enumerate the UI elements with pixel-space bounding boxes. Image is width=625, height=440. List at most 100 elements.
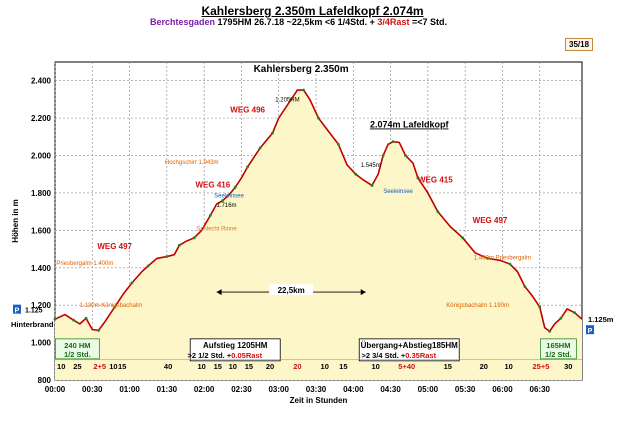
profile-point [391, 140, 395, 144]
profile-point [381, 154, 385, 157]
x-tick-label: 04:00 [343, 385, 364, 394]
x-tick-label: 03:30 [306, 385, 327, 394]
profile-point [523, 285, 527, 288]
profile-point [538, 305, 542, 309]
segment-time: 20 [480, 362, 488, 371]
route-label: 1.716m [217, 203, 237, 209]
chart-title-block: Kahlersberg 2.350m Lafeldkopf 2.074m [0, 2, 625, 20]
profile-point [370, 184, 374, 187]
profile-point [573, 311, 576, 315]
y-tick-label: 800 [38, 376, 52, 385]
profile-point [436, 210, 440, 214]
ascent-rest: 0.05Rast [231, 351, 262, 360]
profile-point [486, 257, 489, 260]
ascent-box [189, 338, 281, 362]
route-label: WEG 497 [473, 216, 508, 225]
y-tick-label: 1.000 [31, 339, 52, 348]
profile-point [317, 116, 320, 120]
route-label: 1.460m Priesbergalm [474, 255, 531, 261]
profile-point [165, 255, 169, 258]
origin-label: Berchtesgaden [150, 17, 216, 27]
route-label: 1.130m Königsbachalm [80, 303, 143, 309]
segment-time: 10 [197, 362, 205, 371]
profile-point [336, 142, 340, 146]
profile-point [302, 88, 305, 92]
route-label: WEG 497 [97, 242, 132, 251]
segment-time: 10 [109, 362, 117, 371]
x-tick-label: 00:30 [82, 385, 103, 394]
left-hm-hm: 240 HM [64, 341, 90, 350]
route-label: WEG 496 [230, 106, 265, 115]
segment-time: 15 [444, 362, 452, 371]
route-label: Schlecht Rinne [196, 226, 237, 232]
segment-time: 5+40 [398, 362, 415, 371]
profile-point [508, 262, 512, 266]
segment-time: 30 [564, 362, 572, 371]
left-hm-time: 1/2 Std. [64, 350, 91, 359]
chart-title: Kahlersberg 2.350m Lafeldkopf 2.074m [201, 4, 424, 18]
segment-time: 10 [321, 362, 329, 371]
right-hm-time: 1/2 Std. [545, 350, 572, 359]
peak-title-kahlersberg: Kahlersberg 2.350m [254, 64, 349, 75]
right-hm-box [539, 338, 577, 360]
left-hm-box [54, 338, 100, 360]
x-tick-label: 06:00 [492, 385, 513, 394]
route-label: 1.205HM [275, 97, 299, 103]
y-tick-label: 2.400 [31, 77, 52, 86]
y-axis-label: Höhen in m [11, 199, 20, 243]
transfer-time: >2 3/4 Std. + [361, 351, 405, 360]
profile-point [271, 131, 274, 135]
profile-point [208, 213, 212, 217]
p-marker-left-bg [13, 304, 21, 314]
profile-point [192, 236, 196, 240]
segment-time: 20 [266, 362, 274, 371]
x-tick-label: 06:30 [530, 385, 551, 394]
start-elevation: 1.125 [25, 308, 43, 315]
profile-point [72, 318, 76, 322]
x-tick-label: 05:00 [418, 385, 439, 394]
distance-arrow-right [360, 289, 366, 296]
x-axis-label: Zeit in Stunden [290, 396, 348, 405]
total-label: =<7 Std. [411, 17, 447, 27]
x-tick-label: 05:30 [455, 385, 476, 394]
route-label: WEG 416 [196, 180, 231, 189]
peak-title-lafeldkopf: 2.074m Lafeldkopf [370, 119, 450, 129]
x-tick-label: 04:30 [380, 385, 401, 394]
segment-time: 10 [504, 362, 512, 371]
profile-area [55, 90, 582, 380]
y-tick-label: 1.600 [31, 226, 52, 235]
y-tick-label: 2.000 [31, 152, 52, 161]
segment-time: 10 [57, 362, 65, 371]
route-label: Priesbergalm 1.400m [56, 261, 113, 267]
profile-point [221, 199, 225, 202]
profile-point [53, 317, 57, 321]
end-elevation: 1.125m [588, 315, 614, 324]
profile-point [130, 281, 134, 285]
route-label: Seeleinsee [383, 189, 413, 195]
profile-point [354, 172, 358, 176]
p-marker-right: P [588, 328, 593, 335]
profile-point [233, 185, 237, 189]
segment-time: 25+5 [533, 362, 550, 371]
segment-time: 15 [118, 362, 126, 371]
profile-point [258, 146, 262, 150]
profile-point [146, 264, 150, 268]
transfer-title: Übergang+Abstieg185HM [361, 341, 458, 350]
y-tick-label: 1.800 [31, 189, 52, 198]
ascent-title: Aufstieg 1205HM [203, 341, 268, 350]
x-tick-label: 00:00 [45, 385, 66, 394]
distance-label-bg [269, 284, 314, 296]
profile-point [97, 329, 100, 332]
stats-label: 1795HM 26.7.18 ~22,5km <6 1/4Std. + [217, 17, 375, 27]
profile-point [404, 154, 407, 157]
x-tick-label: 02:30 [231, 385, 252, 394]
route-label: Königsbachalm 1.190m [446, 303, 509, 309]
segment-time: 15 [214, 362, 222, 371]
p-marker-left: P [15, 308, 20, 315]
transfer-box [358, 338, 460, 362]
x-tick-label: 03:00 [268, 385, 289, 394]
route-label: WEG 415 [418, 176, 453, 185]
y-tick-label: 1.200 [31, 301, 52, 310]
segment-time: 20 [293, 362, 301, 371]
profile-point [559, 316, 563, 320]
